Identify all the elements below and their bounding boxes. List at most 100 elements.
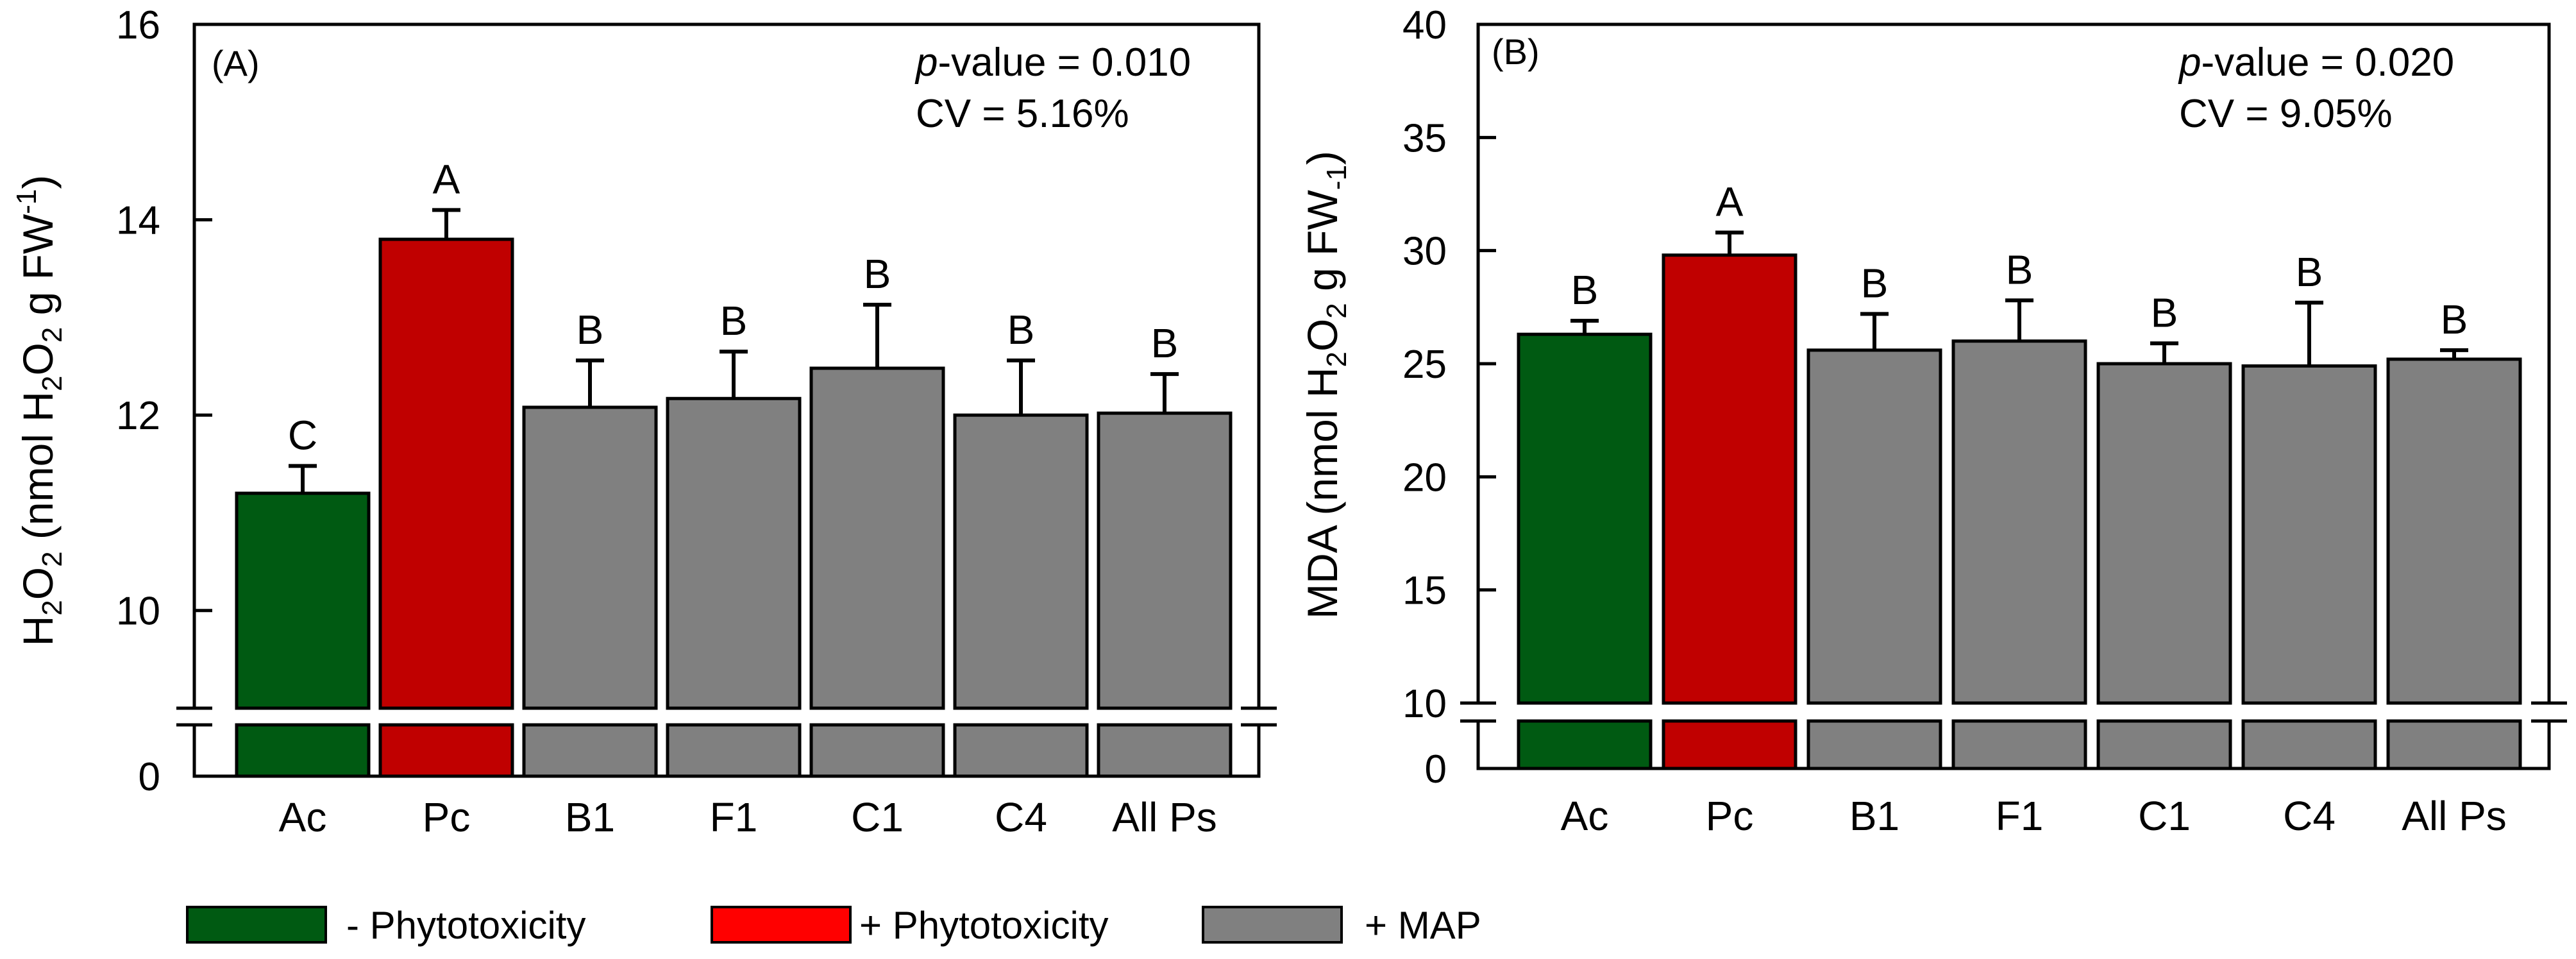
panel-a-significance-letter: C [288, 412, 317, 458]
panel-a-x-tick-label: Ac [279, 794, 327, 840]
panel-b-significance-letter: B [2441, 296, 2468, 343]
panel-b-bar-b1 [1806, 348, 1942, 705]
chart-panel-b: 15 20 25 30 35 40 10 0 B A B B B B B Ac Pc B1 F1 C1 C4 All … [1299, 3, 2567, 839]
panel-a-error-bar [576, 358, 604, 407]
panel-b-x-tick-label: Ac [1561, 793, 1609, 839]
panel-b-y-tick-label: 35 [1402, 116, 1447, 160]
panel-b-error-bar [2295, 300, 2323, 366]
panel-a-cv: CV = 5.16% [916, 92, 1129, 136]
panel-b-y-tick-label: 30 [1402, 230, 1447, 274]
panel-b-y-tick-label: 20 [1402, 455, 1447, 500]
panel-a-error-bar [1007, 358, 1035, 416]
panel-a-p-value: p-value = 0.010 [914, 40, 1191, 85]
panel-a-x-tick-label: Pc [423, 794, 471, 840]
panel-a-y-tick-label-zero: 0 [139, 755, 160, 799]
panel-a-bar-lower-all-ps [1097, 723, 1233, 778]
panel-b-error-bar [2440, 348, 2468, 359]
panel-b-error-bar [1715, 230, 1744, 255]
panel-b-bar-pc [1662, 253, 1797, 705]
panel-a-y-axis-label: H2O2 (nmol H2O2 g FW-1) [11, 175, 68, 647]
panel-a-x-tick-label: All Ps [1112, 794, 1217, 840]
panel-a-significance-letter: B [864, 251, 891, 297]
panel-b-bar-lower-c1 [2096, 719, 2232, 770]
panel-b-bar-lower-pc [1662, 719, 1797, 770]
panel-b-bar-ac [1517, 332, 1653, 705]
panel-a-error-bar [720, 350, 748, 399]
panel-b-y-tick-label-break: 10 [1402, 682, 1447, 726]
panel-b-significance-letter: B [1861, 260, 1889, 306]
legend-swatch-map [1202, 906, 1343, 944]
legend-label-plus-phytotoxicity: + Phytotoxicity [859, 904, 1109, 947]
panel-b-bar-lower-c4 [2241, 719, 2377, 770]
panel-a-significance-letter: B [1151, 320, 1179, 366]
panel-a-axis-break [176, 706, 1277, 727]
panel-b-x-tick-label: B1 [1849, 793, 1899, 839]
panel-b-x-tick-label: C4 [2283, 793, 2336, 839]
panel-b-bar-all-ps [2386, 357, 2522, 705]
panel-a-x-tick-label: C1 [851, 794, 904, 840]
panel-a-error-bar [863, 303, 891, 369]
panel-b-error-bar [2005, 298, 2033, 341]
panel-b-bar-lower-ac [1517, 719, 1653, 770]
panel-b-bar-c4 [2241, 364, 2377, 705]
panel-b-error-bar [1860, 312, 1889, 350]
panel-b-y-tick-label: 40 [1402, 3, 1447, 47]
panel-b-bar-f1 [1951, 339, 2087, 705]
panel-b-significance-letter: B [2296, 249, 2323, 295]
panel-a-x-tick-label: C4 [995, 794, 1047, 840]
panel-b-axis-break [1460, 701, 2567, 723]
panel-a-bar-lower-c1 [809, 723, 945, 778]
panel-a-x-tick-label: B1 [565, 794, 615, 840]
panel-a-label: (A) [212, 43, 260, 83]
panel-b-x-tick-label: C1 [2138, 793, 2191, 839]
chart-panel-a: 10 12 14 16 0 C A B B B B B Ac Pc B1 F1 C1 C4 All Ps (A)… [11, 3, 1277, 840]
panel-b-label: (B) [1492, 31, 1540, 72]
panel-b-significance-letter: B [1571, 267, 1599, 313]
panel-a-bar-lower-b1 [522, 723, 658, 778]
panel-a-error-bar [1150, 372, 1179, 414]
panel-a-significance-letter: B [577, 307, 604, 353]
panel-b-x-tick-label: F1 [1996, 793, 2044, 839]
legend-swatch-minus-phytotoxicity [186, 906, 327, 944]
panel-a-y-tick-label: 12 [116, 394, 160, 438]
panel-a-significance-letter: A [433, 156, 460, 202]
panel-a-error-bar [289, 464, 317, 493]
panel-b-bar-lower-all-ps [2386, 719, 2522, 770]
panel-a-bar-all-ps [1097, 411, 1233, 710]
panel-b-x-tick-label: All Ps [2402, 793, 2507, 839]
panel-b-p-value: p-value = 0.020 [2178, 40, 2454, 85]
panel-a-bar-b1 [522, 405, 658, 710]
legend-swatch-plus-phytotoxicity [711, 906, 852, 944]
panel-b-error-bar [1570, 318, 1599, 335]
panel-a-bar-c4 [953, 413, 1089, 710]
panel-b-significance-letter: A [1716, 178, 1744, 225]
panel-a-bar-lower-f1 [666, 723, 802, 778]
panel-a-y-tick-label: 16 [116, 3, 160, 47]
panel-a-bar-f1 [666, 396, 802, 710]
panel-b-y-tick-label-zero: 0 [1425, 747, 1447, 792]
panel-b-error-bar [2150, 341, 2178, 364]
panel-b-bar-c1 [2096, 362, 2232, 705]
panel-a-bar-ac [235, 491, 371, 710]
panel-b-significance-letter: B [2151, 289, 2178, 335]
panel-a-significance-letter: B [1007, 307, 1035, 353]
panel-b-x-tick-label: Pc [1706, 793, 1754, 839]
panel-a-bar-lower-pc [378, 723, 514, 778]
panel-b-significance-letter: B [2006, 246, 2033, 293]
panel-a-x-tick-label: F1 [710, 794, 758, 840]
panel-a-y-tick-label: 14 [116, 199, 160, 243]
panel-a-bar-pc [378, 237, 514, 710]
panel-a-bar-lower-c4 [953, 723, 1089, 778]
legend-label-map: + MAP [1365, 904, 1481, 947]
legend-label-minus-phytotoxicity: - Phytotoxicity [346, 904, 585, 947]
panel-a-bar-lower-ac [235, 723, 371, 778]
panel-b-y-tick-label: 15 [1402, 569, 1447, 613]
panel-b-y-tick-label: 25 [1402, 343, 1447, 387]
legend: - Phytotoxicity + Phytotoxicity + MAP [186, 904, 1481, 947]
panel-b-y-axis-label: MDA (nmol H2O2 g FW-1) [1299, 151, 1352, 619]
panel-a-y-tick-label: 10 [116, 590, 160, 634]
panel-a-significance-letter: B [720, 298, 748, 344]
panel-b-bar-lower-f1 [1951, 719, 2087, 770]
panel-b-bar-lower-b1 [1806, 719, 1942, 770]
